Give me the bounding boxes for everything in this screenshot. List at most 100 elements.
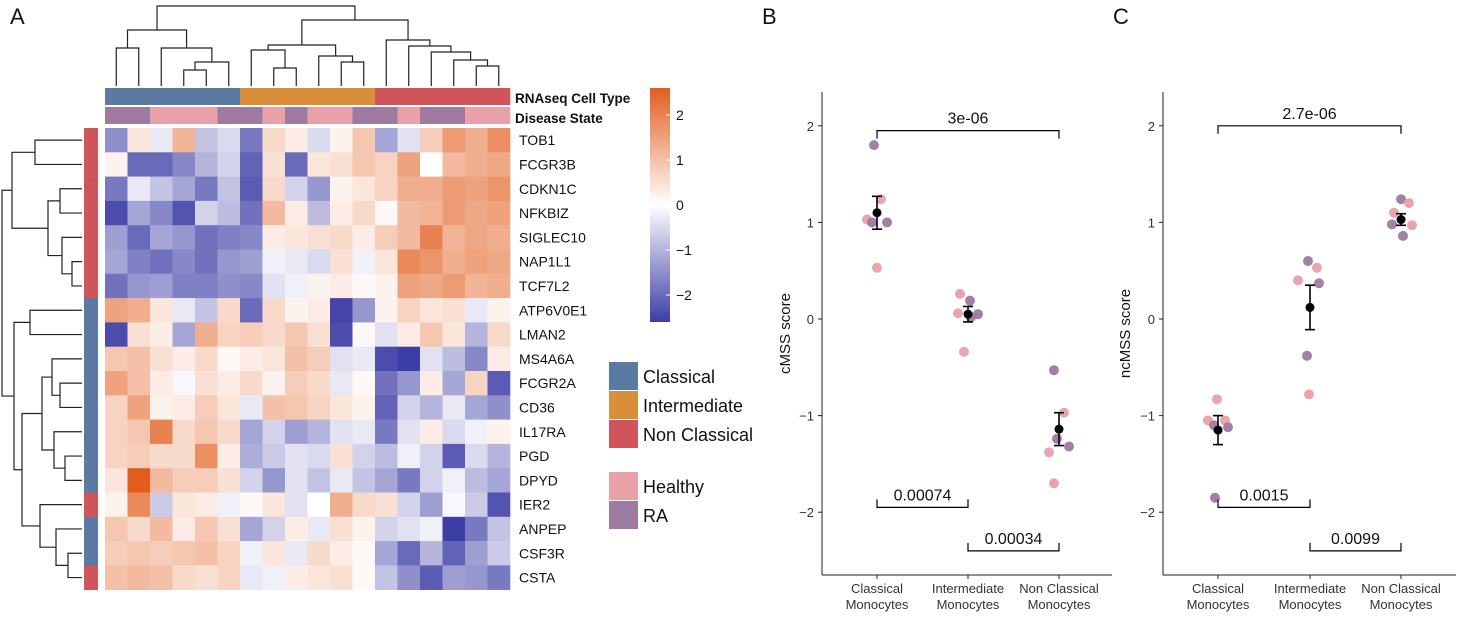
heatmap-cell — [307, 128, 331, 153]
cell-type-annotation — [307, 88, 331, 105]
heatmap-cell — [285, 468, 308, 493]
heatmap-cell — [307, 565, 331, 590]
heatmap-cell — [352, 516, 376, 542]
heatmap-cell — [330, 298, 353, 323]
heatmap-cell — [397, 152, 421, 177]
heatmap-cell — [127, 419, 151, 445]
gene-label: SIGLEC10 — [519, 229, 586, 245]
heatmap-cell — [172, 152, 196, 177]
gene-group-annotation — [84, 419, 98, 445]
legend-swatch — [609, 362, 638, 390]
heatmap-cell — [375, 273, 398, 299]
dendrogram-link — [67, 552, 82, 579]
heatmap-cell — [352, 176, 376, 202]
heatmap-cell — [262, 516, 286, 542]
heatmap-cell — [330, 371, 353, 396]
heatmap-cell — [262, 346, 286, 372]
heatmap-cell — [375, 128, 398, 153]
heatmap-cell — [307, 371, 331, 396]
disease-state-annotation — [105, 107, 128, 124]
heatmap-cell — [330, 249, 353, 275]
heatmap-cell — [262, 176, 286, 202]
heatmap-cell — [487, 395, 511, 420]
heatmap-cell — [217, 395, 241, 420]
gene-group-annotation — [84, 371, 98, 396]
heatmap-cell — [285, 298, 308, 323]
gene-group-annotation — [84, 565, 98, 590]
heatmap-cell — [420, 516, 443, 542]
heatmap-cell — [127, 225, 151, 250]
data-point — [1389, 207, 1399, 218]
x-tick-label-line: Non Classical — [1361, 581, 1441, 596]
heatmap-cell — [330, 443, 353, 469]
heatmap-cell — [105, 492, 128, 518]
heatmap-cell — [442, 225, 466, 250]
heatmap-cell — [420, 225, 443, 250]
heatmap-cell — [330, 565, 353, 590]
heatmap-cell — [217, 273, 241, 299]
heatmap-cell — [240, 516, 263, 542]
mean-point — [1213, 425, 1223, 435]
heatmap-cell — [397, 516, 421, 542]
heatmap-cell — [307, 249, 331, 275]
data-point — [869, 140, 879, 151]
heatmap-cell — [262, 371, 286, 396]
heatmap-cell — [442, 176, 466, 202]
heatmap-cell — [307, 468, 331, 493]
heatmap-cell — [307, 346, 331, 372]
heatmap-cell — [420, 468, 443, 493]
heatmap-cell — [465, 128, 488, 153]
data-point — [867, 217, 877, 228]
heatmap-cell — [352, 468, 376, 493]
heatmap-cell — [307, 225, 331, 250]
heatmap-cell — [195, 565, 218, 590]
column-dendrogram — [115, 5, 500, 86]
heatmap-cell — [330, 273, 353, 299]
heatmap-cell — [105, 128, 128, 153]
heatmap-cell — [240, 273, 263, 299]
dendrogram-link — [21, 412, 42, 527]
significance-bracket — [1309, 542, 1402, 552]
y-axis-label: cMSS score — [777, 293, 794, 374]
legend-swatch — [609, 391, 638, 419]
x-tick-label-line: Classical — [1192, 581, 1244, 596]
data-point — [1303, 256, 1313, 267]
dendrogram-link — [34, 139, 82, 166]
panel-label-a: A — [10, 4, 25, 29]
heatmap-cell — [375, 322, 398, 347]
heatmap-cell — [217, 541, 241, 566]
heatmap-cell — [442, 541, 466, 566]
row-annotation-bar — [84, 128, 98, 590]
gene-label: NFKBIZ — [519, 205, 569, 221]
heatmap-cell — [375, 516, 398, 542]
gene-group-annotation — [84, 322, 98, 347]
heatmap-cell — [375, 200, 398, 226]
disease-state-annotation — [442, 107, 466, 124]
x-tick-label-line: Monocytes — [1370, 597, 1433, 612]
heatmap-cell — [217, 346, 241, 372]
heatmap-cell — [397, 371, 421, 396]
y-tick-label: −2 — [1140, 505, 1155, 520]
heatmap-cell — [487, 273, 511, 299]
heatmap-cell — [262, 249, 286, 275]
heatmap-cell — [465, 152, 488, 177]
colorbar: 2 1 0 −1 −2 — [650, 88, 692, 322]
disease-state-annotation — [217, 107, 241, 124]
cell-type-annotation — [442, 88, 466, 105]
dendrogram-link — [39, 504, 82, 548]
p-value-label: 0.00074 — [894, 487, 952, 504]
gene-group-annotation — [84, 395, 98, 420]
heatmap-cell — [150, 225, 173, 250]
heatmap-cell — [150, 419, 173, 445]
heatmap-cell — [127, 492, 151, 518]
dendrogram-link — [51, 358, 82, 396]
gene-label: CSF3R — [519, 545, 565, 561]
heatmap-cell — [397, 249, 421, 275]
heatmap-cell — [465, 492, 488, 518]
heatmap-cell — [105, 200, 128, 226]
legend-label: Intermediate — [643, 396, 743, 416]
heatmap-cell — [352, 152, 376, 177]
gene-labels: TOB1 FCGR3B CDKN1C NFKBIZ SIGLEC10 NAP1L1 TCF7… — [519, 132, 587, 585]
heatmap-cell — [150, 249, 173, 275]
heatmap-cell — [127, 176, 151, 202]
